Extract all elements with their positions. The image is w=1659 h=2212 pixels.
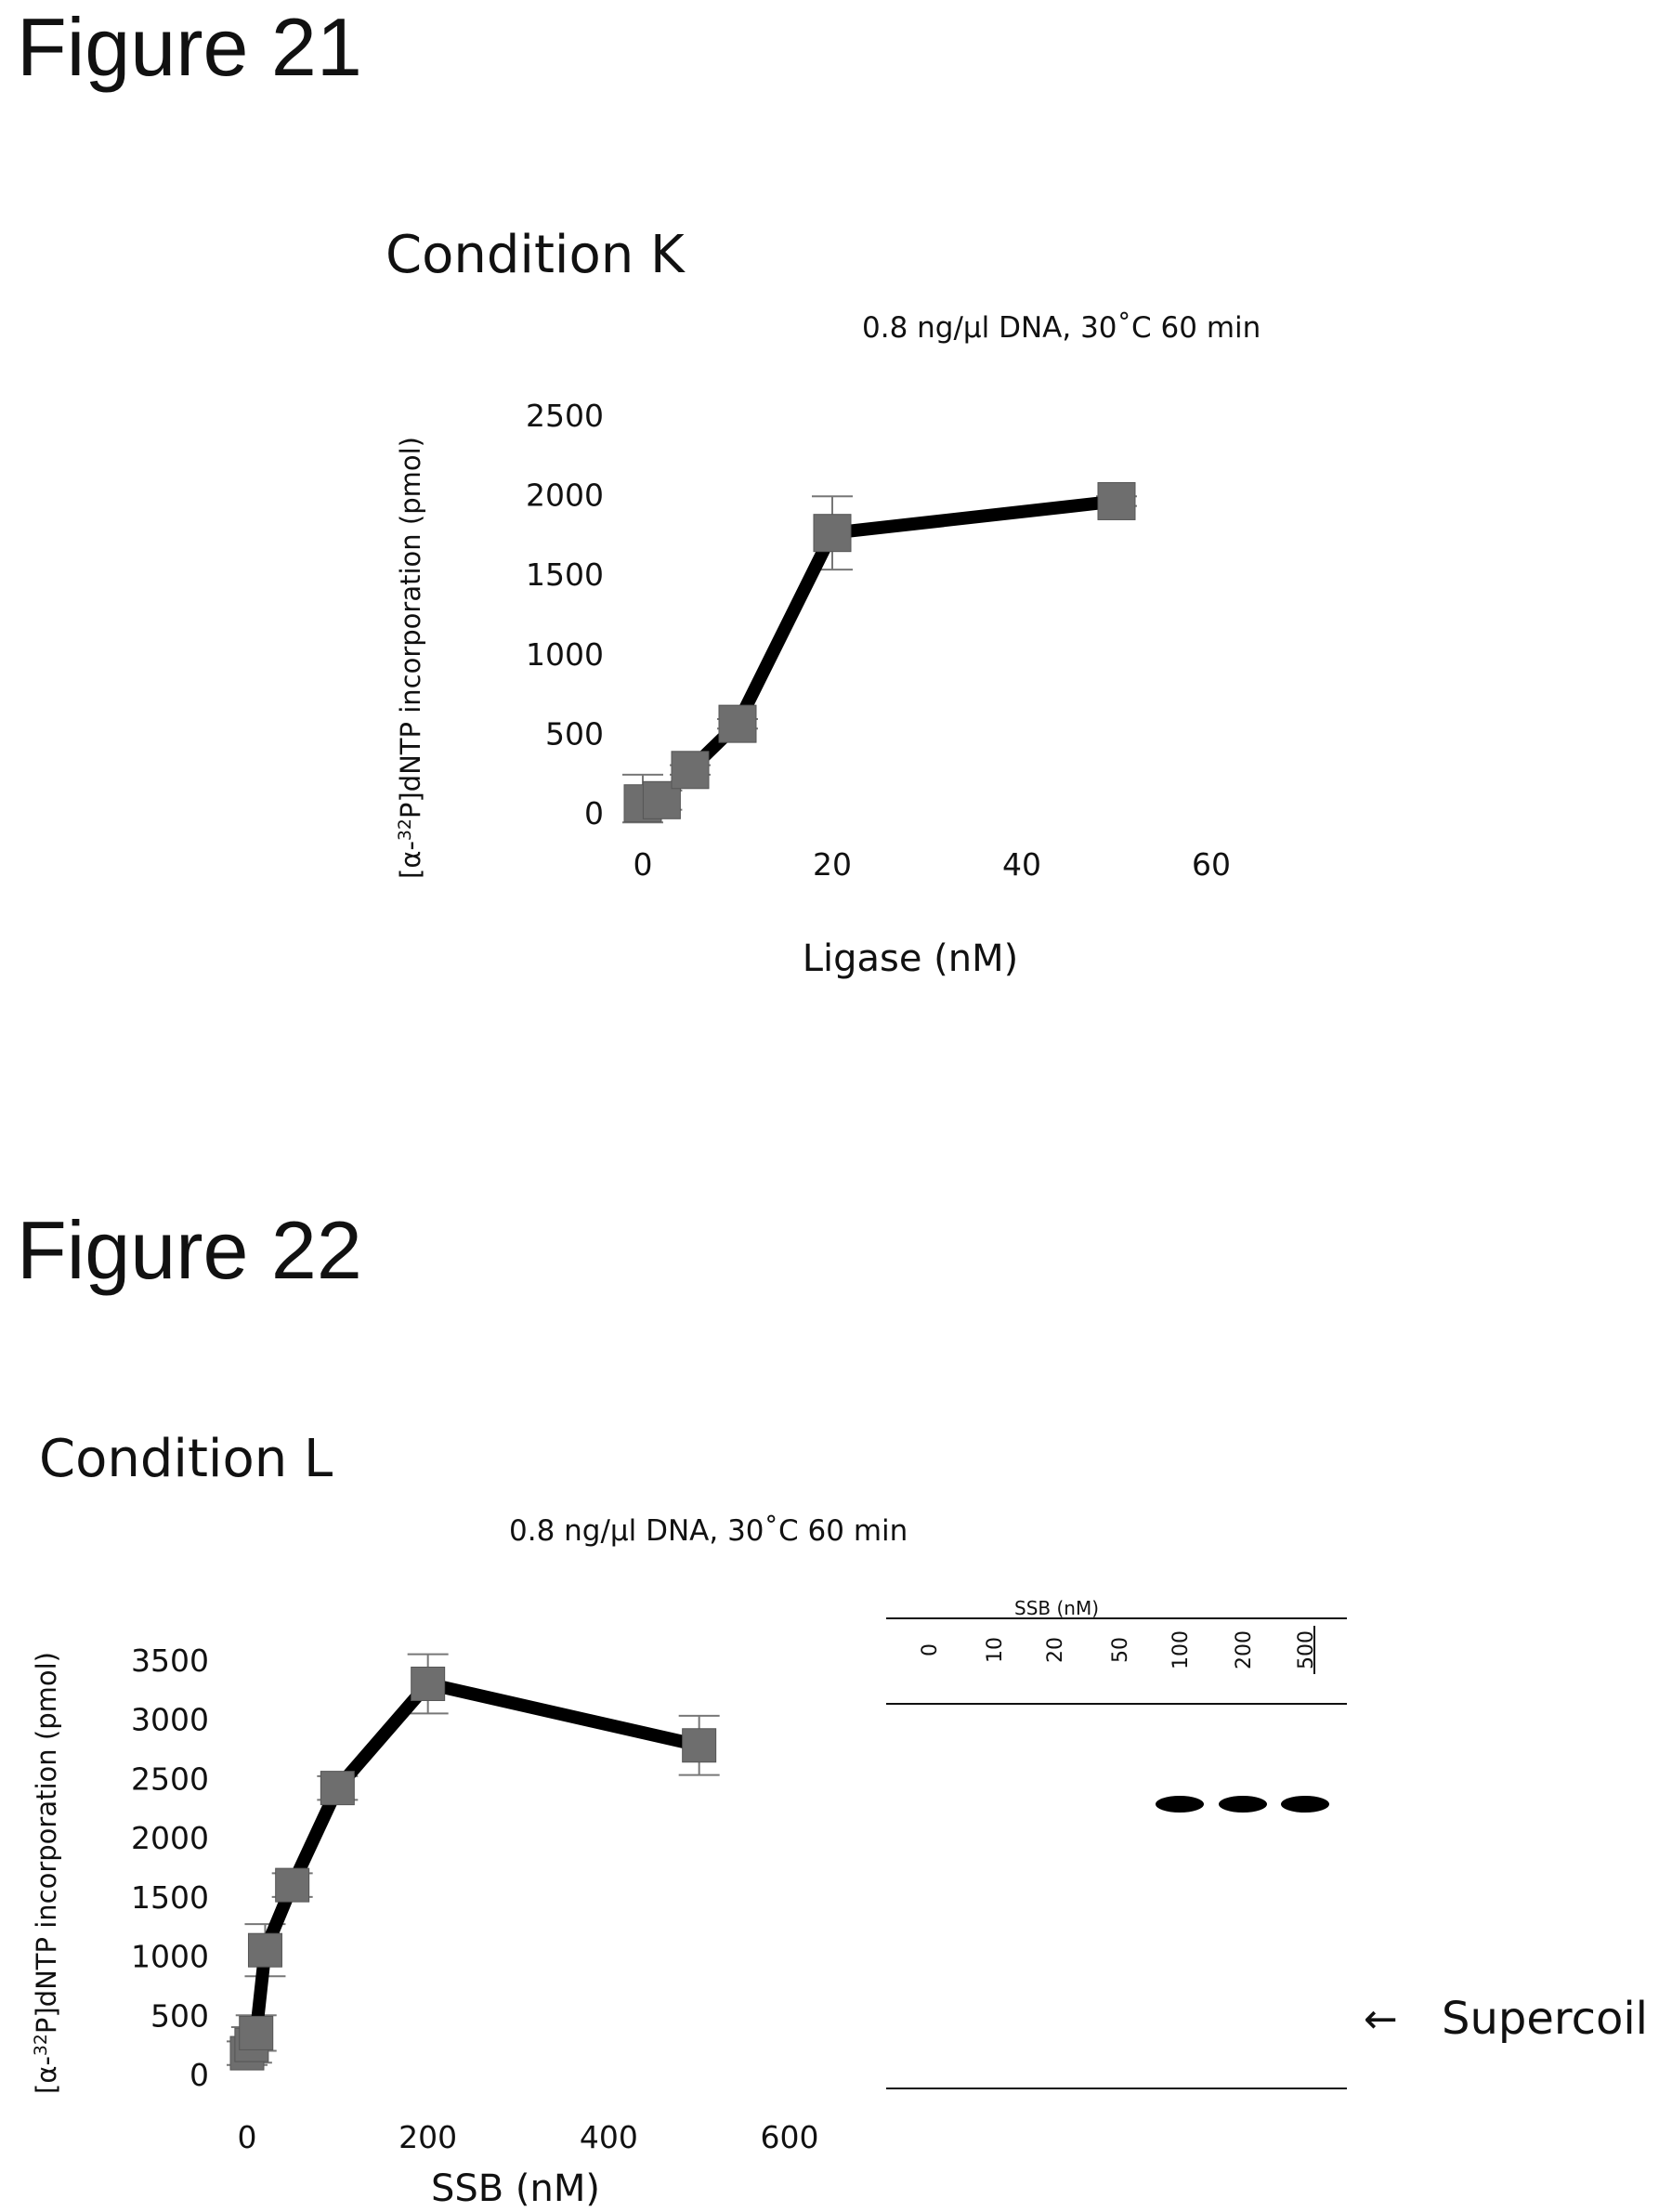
chart-1-subtitle: 0.8 ng/µl DNA, 30˚C 60 min [862, 311, 1261, 345]
figure-22-title: Figure 22 [17, 1204, 362, 1296]
chart-1-data-point [671, 751, 710, 790]
chart-1-ytick-label: 2500 [526, 398, 604, 434]
chart-1-data-point [1097, 481, 1136, 520]
chart-2-ytick-label: 3500 [131, 1643, 209, 1679]
gel-band [1156, 1796, 1204, 1813]
chart-1-xtick-label: 0 [634, 846, 653, 883]
chart-2: 0 500 1000 1500 2000 2500 3000 3500 0 200 400 600 SS… [31, 1643, 819, 2210]
chart-1-ytick-label: 2000 [526, 478, 604, 514]
condition-l-label: Condition L [39, 1429, 333, 1489]
gel-lane-label: 10 [984, 1637, 1007, 1663]
gel-lane-label: 100 [1169, 1630, 1193, 1669]
chart-1-ytick-label: 1500 [526, 556, 604, 593]
chart-2-ytick-label: 3000 [131, 1702, 209, 1738]
gel-lane-label: 20 [1044, 1637, 1067, 1663]
chart-1-series-line [641, 494, 1117, 810]
chart-1-ytick-label: 1000 [526, 636, 604, 673]
chart-2-ytick-label: 1500 [131, 1879, 209, 1916]
gel-band [1219, 1796, 1267, 1813]
chart-2-ytick-label: 1000 [131, 1939, 209, 1975]
chart-2-xtick-label: 400 [580, 2119, 638, 2155]
chart-1-ytick-label: 500 [545, 715, 604, 752]
chart-2-ytick-label: 500 [150, 1997, 209, 2034]
gel-lane-label: 50 [1109, 1637, 1132, 1663]
chart-2-xtick-label: 200 [398, 2119, 457, 2155]
chart-1-xtick-label: 20 [813, 846, 852, 883]
gel-header: SSB (nM) [1014, 1597, 1099, 1619]
chart-2-data-point [275, 1867, 310, 1903]
chart-2-xtick-label: 600 [761, 2119, 819, 2155]
chart-1-xtick-label: 40 [1002, 846, 1041, 883]
supercoil-arrow-icon: ← [1364, 1996, 1398, 2043]
chart-1: 0 500 1000 1500 2000 2500 0 20 40 60 Ligase (nM) [α… [395, 398, 1231, 980]
chart-2-data-point [239, 2015, 274, 2050]
gel-lane-label: 0 [919, 1643, 942, 1656]
gel-lane-label: 200 [1233, 1630, 1256, 1669]
chart-2-data-point [247, 1932, 282, 1968]
chart-2-data-point [320, 1771, 355, 1806]
chart-2-data-point [411, 1666, 446, 1701]
chart-1-data-point [813, 514, 852, 553]
chart-2-ytick-label: 2000 [131, 1820, 209, 1856]
condition-k-label: Condition K [385, 225, 685, 285]
gel-image: SSB (nM) 0 10 20 50 100 200 500 [886, 1597, 1347, 2089]
chart-2-xtick-label: 0 [238, 2119, 257, 2155]
gel-band [1281, 1796, 1329, 1813]
chart-2-series-line [241, 1677, 701, 2057]
chart-1-xtick-label: 60 [1192, 846, 1231, 883]
chart-2-ytick-label: 0 [189, 2057, 209, 2093]
chart-2-subtitle: 0.8 ng/µl DNA, 30˚C 60 min [509, 1514, 908, 1548]
chart-1-data-point [718, 704, 757, 743]
chart-2-ylabel: [α-32P]dNTP incorporation (pmol) [31, 1652, 62, 2094]
chart-1-xlabel: Ligase (nM) [803, 937, 1019, 980]
supercoil-label: Supercoil [1442, 1993, 1648, 2045]
chart-2-data-point [682, 1728, 717, 1763]
chart-2-xlabel: SSB (nM) [431, 2167, 600, 2210]
figure-21-title: Figure 21 [17, 1, 362, 93]
chart-1-ylabel: [α-32P]dNTP incorporation (pmol) [395, 437, 426, 879]
chart-2-ytick-label: 2500 [131, 1760, 209, 1797]
chart-1-ytick-label: 0 [584, 795, 604, 831]
